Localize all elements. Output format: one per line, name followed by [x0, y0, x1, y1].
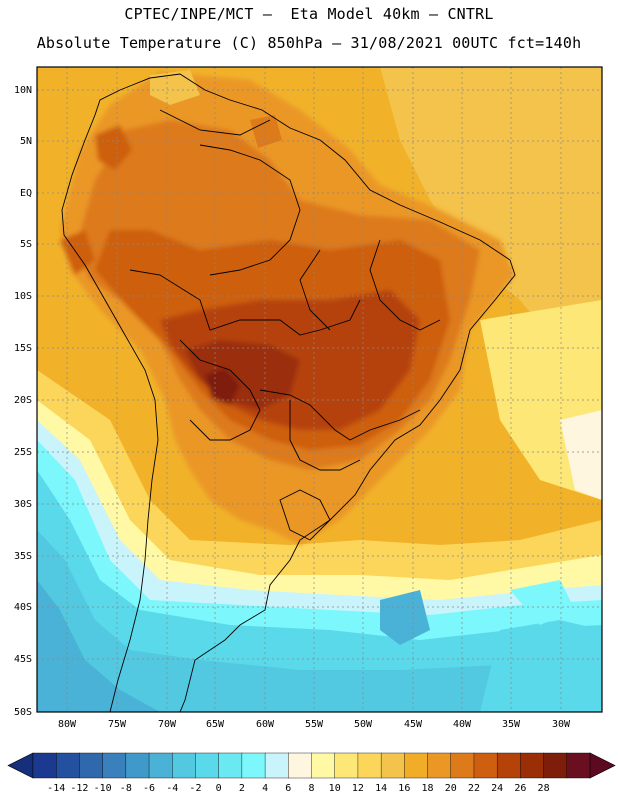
colorbar-label: 2 [239, 783, 245, 794]
colorbar-swatch [543, 752, 568, 779]
colorbar-label: 6 [285, 783, 291, 794]
lat-label: 20S [14, 395, 32, 406]
colorbar-swatch [496, 752, 521, 779]
colorbar-swatch [148, 752, 173, 779]
lon-label: 50W [354, 719, 373, 730]
colorbar-swatch [195, 752, 220, 779]
lon-label: 45W [404, 719, 423, 730]
colorbar-swatch [450, 752, 475, 779]
lat-label: 15S [14, 343, 32, 354]
lon-label: 70W [158, 719, 177, 730]
lon-label: 65W [206, 719, 225, 730]
colorbar-swatch [56, 752, 80, 779]
colorbar-below-arrow [7, 752, 34, 779]
colorbar-label: 10 [329, 783, 341, 794]
colorbar-label: 14 [375, 783, 387, 794]
colorbar-label: -12 [70, 783, 88, 794]
colorbar-above-arrow [589, 752, 616, 779]
map-frame [36, 66, 603, 713]
colorbar-label: 28 [538, 783, 550, 794]
colorbar-label: 0 [216, 783, 222, 794]
colorbar-label: 24 [491, 783, 503, 794]
colorbar-swatch [334, 752, 359, 779]
lat-label: 50S [14, 707, 32, 718]
colorbar-label: 12 [352, 783, 364, 794]
map-title-line-2: Absolute Temperature (C) 850hPa – 31/08/… [36, 34, 582, 52]
colorbar-swatch [32, 752, 57, 779]
colorbar-swatch [241, 752, 266, 779]
colorbar-label: -6 [143, 783, 155, 794]
map-title-line-1: CPTEC/INPE/MCT – Eta Model 40km – CNTRL [124, 5, 494, 23]
lat-label: 35S [14, 551, 32, 562]
colorbar-swatch [380, 752, 405, 779]
colorbar-swatch [311, 752, 336, 779]
colorbar-swatch [404, 752, 429, 779]
longitude-axis: 80W 75W 70W 65W 60W 55W 50W 45W 40W 35W … [58, 719, 571, 730]
colorbar-label: 8 [308, 783, 314, 794]
lat-label: 45S [14, 654, 32, 665]
lon-label: 80W [58, 719, 77, 730]
colorbar-label: -8 [120, 783, 132, 794]
temperature-field [37, 67, 602, 712]
latitude-axis: 10N 5N EQ 5S 10S 15S 20S 25S 30S 35S 40S… [14, 85, 32, 718]
lon-label: 75W [108, 719, 127, 730]
colorbar-swatch [566, 752, 591, 779]
gridlines [37, 67, 602, 712]
colorbar-swatch [79, 752, 104, 779]
lat-label: 5N [20, 136, 32, 147]
colorbar-label: 22 [468, 783, 480, 794]
lat-label: 30S [14, 499, 32, 510]
colorbar-label: -14 [47, 783, 65, 794]
colorbar-label: -2 [189, 783, 201, 794]
colorbar-swatch [288, 752, 312, 779]
colorbar-swatch [427, 752, 452, 779]
colorbar-swatch [264, 752, 289, 779]
colorbar-swatch [520, 752, 545, 779]
lon-label: 35W [502, 719, 521, 730]
coastline-borders [61, 73, 516, 712]
colorbar-swatch [102, 752, 127, 779]
colorbar-label: 18 [422, 783, 434, 794]
lon-label: 55W [305, 719, 324, 730]
colorbar-swatch [473, 752, 498, 779]
lon-label: 30W [552, 719, 571, 730]
lat-label: 10S [14, 291, 32, 302]
lon-label: 40W [453, 719, 472, 730]
colorbar-label: 4 [262, 783, 268, 794]
lon-label: 60W [256, 719, 275, 730]
colorbar-swatch [218, 752, 243, 779]
lat-label: 40S [14, 602, 32, 613]
colorbar-label: -10 [94, 783, 112, 794]
colorbar-swatch [357, 752, 382, 779]
lat-label: EQ [20, 188, 32, 199]
colorbar-label: 20 [445, 783, 457, 794]
lat-label: 5S [20, 239, 32, 250]
colorbar-swatch [125, 752, 150, 779]
lat-label: 10N [14, 85, 32, 96]
colorbar: -14 -12 -10 -8 -6 -4 -2 0 2 4 6 8 10 12 14 16 18 20 22 24 26… [7, 752, 616, 794]
lat-label: 25S [14, 447, 32, 458]
colorbar-swatch [172, 752, 196, 779]
colorbar-label: 26 [514, 783, 526, 794]
colorbar-label: -4 [166, 783, 178, 794]
colorbar-label: 16 [398, 783, 410, 794]
